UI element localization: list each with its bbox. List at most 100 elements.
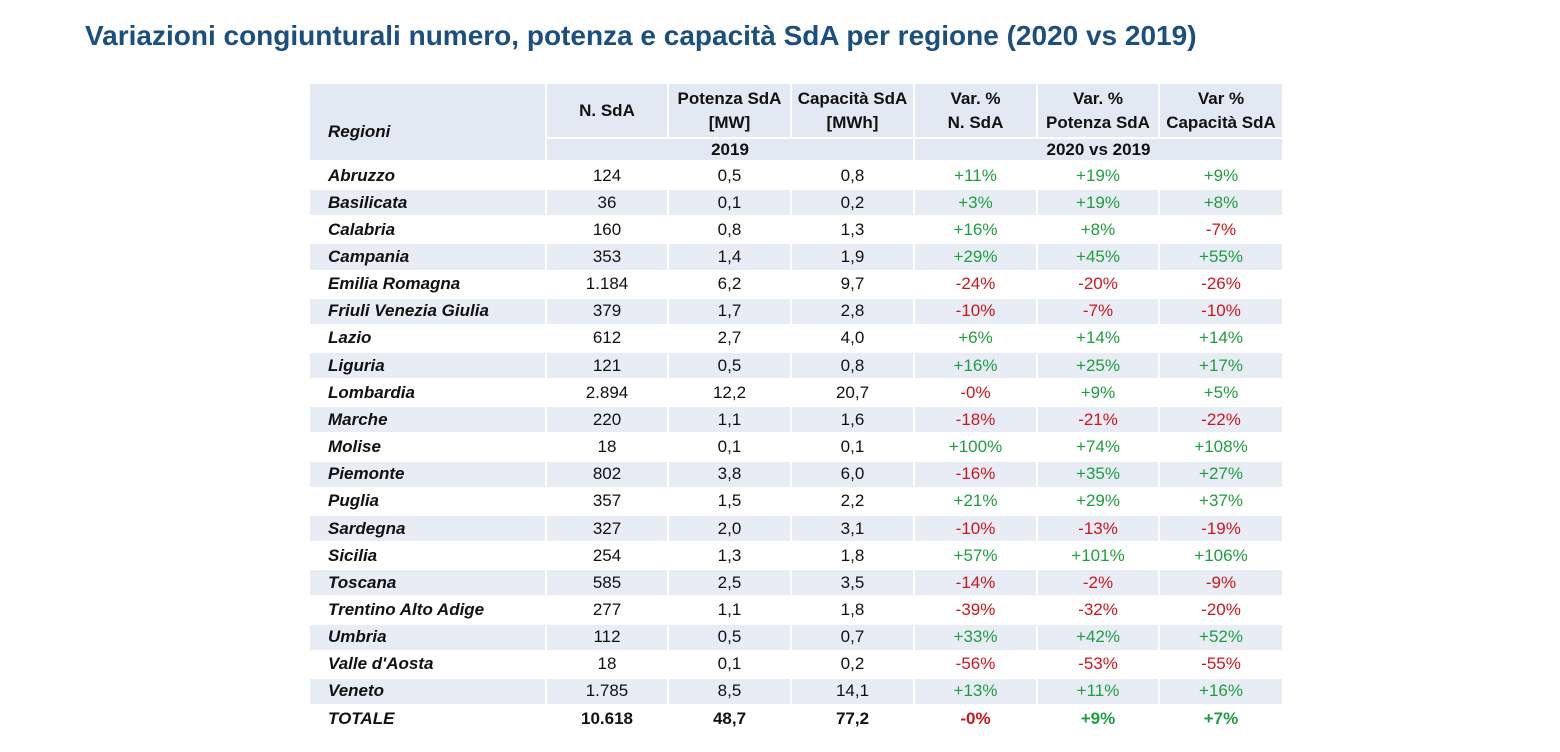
- value-cell: -21%: [1038, 407, 1158, 433]
- region-cell: Sicilia: [328, 545, 378, 565]
- value-cell: 121: [547, 353, 667, 379]
- value-cell: -7%: [1205, 219, 1237, 239]
- value-cell: +45%: [1038, 244, 1158, 270]
- value-cell: +29%: [1076, 491, 1120, 511]
- region-cell: Abruzzo: [328, 165, 396, 185]
- value-cell: 1,8: [840, 545, 865, 565]
- header-line: Var. %: [950, 88, 1001, 108]
- header-line: Var %: [1197, 88, 1245, 108]
- value-cell: +8%: [1080, 219, 1116, 239]
- value-cell: 3,5: [792, 570, 913, 596]
- value-cell: +6%: [958, 328, 993, 348]
- value-cell: 2,7: [717, 328, 742, 348]
- value-cell: 327: [547, 515, 667, 542]
- region-cell: Lombardia: [328, 382, 415, 402]
- value-cell: 612: [592, 328, 622, 348]
- value-cell: +42%: [1038, 624, 1158, 650]
- value-cell: 0,1: [840, 437, 865, 457]
- value-cell: 1,3: [717, 545, 742, 565]
- region-cell: Liguria: [310, 353, 545, 379]
- value-cell: 3,8: [669, 461, 790, 487]
- region-cell: Friuli Venezia Giulia: [310, 298, 545, 324]
- value-cell: 4,0: [840, 328, 865, 348]
- value-cell: +14%: [1076, 328, 1120, 348]
- value-cell: +33%: [915, 624, 1036, 650]
- value-cell: 1,3: [840, 219, 865, 239]
- value-cell: 18: [597, 437, 617, 457]
- value-cell: 10.618: [581, 708, 633, 728]
- value-cell: +17%: [1160, 353, 1282, 379]
- value-cell: +52%: [1160, 624, 1282, 650]
- region-cell: Basilicata: [310, 190, 545, 216]
- value-cell: 1,7: [669, 298, 790, 324]
- value-cell: +16%: [1160, 678, 1282, 704]
- group-header: 2019: [547, 139, 913, 160]
- value-cell: +55%: [1160, 244, 1282, 270]
- value-cell: -39%: [955, 599, 996, 619]
- value-cell: 77,2: [835, 708, 870, 728]
- header-cell: Capacità SdA [MWh]: [792, 84, 913, 137]
- region-cell: Marche: [310, 407, 545, 433]
- region-cell: Toscana: [310, 570, 545, 596]
- value-cell: +74%: [1076, 437, 1120, 457]
- region-cell: TOTALE: [328, 708, 395, 728]
- value-cell: +7%: [1203, 708, 1239, 728]
- value-cell: 112: [547, 624, 667, 650]
- value-cell: 379: [547, 298, 667, 324]
- region-cell: Campania: [310, 244, 545, 270]
- value-cell: +9%: [1080, 708, 1116, 728]
- value-cell: +27%: [1160, 461, 1282, 487]
- header-cell: Potenza SdA [MW]: [669, 84, 790, 137]
- value-cell: 0,5: [669, 624, 790, 650]
- value-cell: +35%: [1038, 461, 1158, 487]
- value-cell: 1,9: [792, 244, 913, 270]
- value-cell: 12,2: [712, 382, 747, 402]
- region-cell: Sardegna: [310, 515, 545, 542]
- value-cell: 0,7: [792, 624, 913, 650]
- region-cell: Calabria: [328, 219, 396, 239]
- value-cell: +11%: [954, 165, 997, 185]
- value-cell: +8%: [1160, 190, 1282, 216]
- value-cell: -16%: [915, 461, 1036, 487]
- value-cell: +9%: [1203, 165, 1239, 185]
- value-cell: +25%: [1038, 353, 1158, 379]
- region-cell: Molise: [328, 437, 381, 457]
- value-cell: 0,8: [717, 219, 742, 239]
- header-cell: Regioni: [310, 84, 545, 160]
- value-cell: 18: [597, 654, 617, 674]
- value-cell: 0,2: [840, 654, 865, 674]
- value-cell: 802: [547, 461, 667, 487]
- header-line: [MW]: [708, 112, 751, 132]
- value-cell: -13%: [1038, 515, 1158, 542]
- value-cell: -20%: [1078, 274, 1118, 294]
- value-cell: +106%: [1194, 545, 1248, 565]
- table: Regioni N. SdA Potenza SdA [MW] Capacità SdA…: [310, 84, 1282, 744]
- value-cell: -22%: [1160, 407, 1282, 433]
- value-cell: +57%: [953, 545, 998, 565]
- header-cell: N. SdA: [547, 84, 667, 137]
- value-cell: 1,1: [717, 599, 742, 619]
- value-cell: -10%: [915, 298, 1036, 324]
- value-cell: -9%: [1160, 570, 1282, 596]
- value-cell: 0,8: [792, 353, 913, 379]
- header-line: Regioni: [328, 122, 391, 141]
- value-cell: 124: [592, 165, 622, 185]
- value-cell: +108%: [1194, 437, 1248, 457]
- region-cell: Umbria: [310, 624, 545, 650]
- region-cell: Valle d'Aosta: [328, 654, 434, 674]
- value-cell: -2%: [1038, 570, 1158, 596]
- value-cell: 353: [547, 244, 667, 270]
- value-cell: 20,7: [835, 382, 870, 402]
- group-header: 2020 vs 2019: [915, 139, 1282, 160]
- value-cell: 2,8: [792, 298, 913, 324]
- slide-title: Variazioni congiunturali numero, potenza…: [85, 20, 1197, 51]
- value-cell: +14%: [1199, 328, 1243, 348]
- value-cell: 14,1: [792, 678, 913, 704]
- value-cell: 9,7: [840, 274, 865, 294]
- region-cell: Trentino Alto Adige: [328, 599, 485, 619]
- value-cell: -20%: [1201, 599, 1241, 619]
- header-line: Capacità SdA: [1166, 112, 1276, 132]
- value-cell: +16%: [953, 219, 998, 239]
- region-cell: Piemonte: [310, 461, 545, 487]
